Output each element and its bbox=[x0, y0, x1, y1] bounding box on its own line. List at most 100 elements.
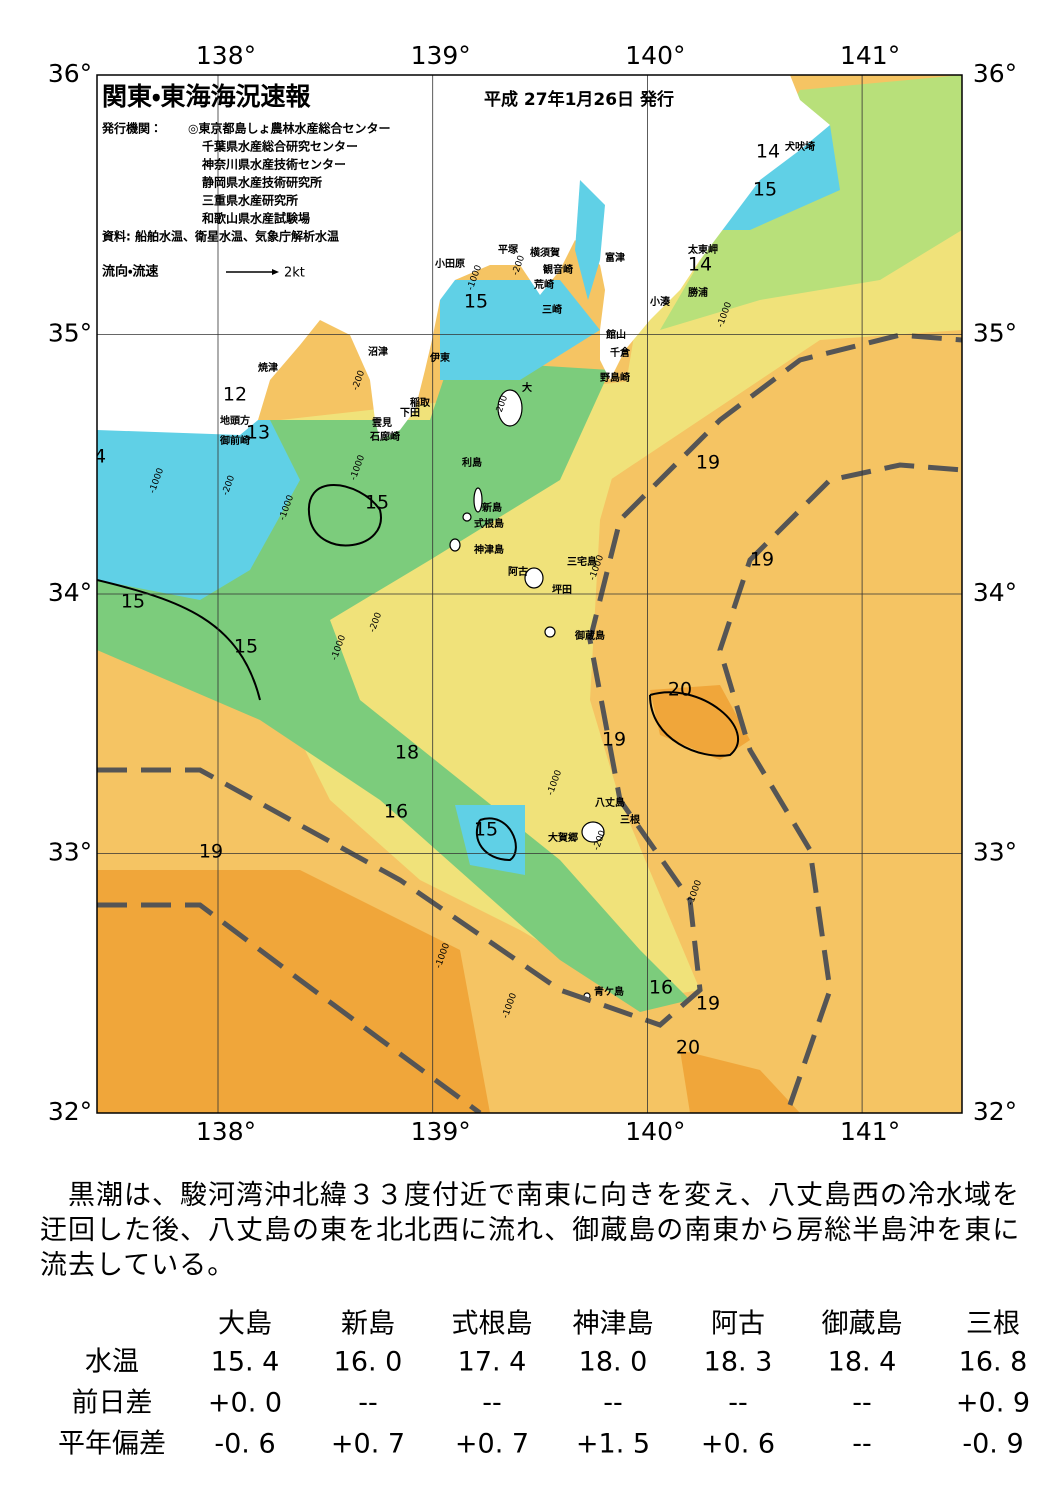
table-cell: -- bbox=[482, 1388, 502, 1419]
place-name: 荒崎 bbox=[533, 278, 554, 291]
place-name: 伊東 bbox=[429, 351, 450, 364]
table-cell: 16. 0 bbox=[334, 1347, 403, 1378]
issuer: 三重県水産研究所 bbox=[202, 193, 298, 208]
contour-label: 19 bbox=[199, 841, 223, 863]
legend-scale: 2kt bbox=[284, 266, 305, 281]
table-cell: -- bbox=[728, 1388, 748, 1419]
map-frame bbox=[96, 74, 963, 1114]
kuroshio-edge bbox=[97, 332, 962, 1028]
lon-label-top: 139° bbox=[411, 41, 471, 70]
place-name: 大 bbox=[522, 381, 532, 394]
place-name: 平塚 bbox=[498, 243, 519, 256]
summary-text: 黒潮は、駿河湾沖北緯３３度付近で南東に向きを変え、八丈島西の冷水域を迂回した後、… bbox=[40, 1180, 1021, 1281]
graticule bbox=[97, 75, 962, 1113]
column-header: 御蔵島 bbox=[822, 1309, 903, 1340]
title: 関東・東海海況速報 bbox=[102, 82, 312, 111]
legend-label: 流向・流速 bbox=[102, 264, 158, 280]
place-name: 八丈島 bbox=[595, 796, 625, 809]
place-name: 坪田 bbox=[552, 583, 572, 596]
lat-label-left: 36° bbox=[48, 59, 92, 88]
contour-label: 15 bbox=[365, 492, 389, 514]
island bbox=[524, 567, 544, 589]
place-name: 神津島 bbox=[473, 543, 504, 556]
table-cell: +0. 9 bbox=[956, 1388, 1030, 1419]
sea-hot bbox=[680, 1050, 800, 1113]
place-name: 勝浦 bbox=[688, 286, 708, 299]
lat-label-left: 32° bbox=[48, 1097, 92, 1126]
table-cell: -- bbox=[603, 1388, 623, 1419]
table-cell: 17. 4 bbox=[458, 1347, 527, 1378]
table-cell: -0. 9 bbox=[962, 1429, 1023, 1460]
sea-cold bbox=[455, 805, 525, 875]
place-name: 新島 bbox=[481, 501, 502, 514]
contour-label: 20 bbox=[676, 1037, 700, 1059]
place-name: 御前崎 bbox=[219, 434, 250, 447]
place-name: 富津 bbox=[605, 251, 625, 264]
table-cell: -- bbox=[358, 1388, 378, 1419]
contour-label: 15 bbox=[464, 291, 488, 313]
place-name: 野島崎 bbox=[600, 371, 630, 384]
table-cell: +0. 0 bbox=[208, 1388, 282, 1419]
contour-label: 19 bbox=[602, 729, 626, 751]
issue-date: 平成 27年1月26日 発行 bbox=[484, 89, 674, 110]
place-name: 太東岬 bbox=[687, 243, 718, 256]
table-cell: 16. 8 bbox=[959, 1347, 1028, 1378]
place-name: 利島 bbox=[462, 456, 482, 469]
lat-label-left: 35° bbox=[48, 319, 92, 348]
lon-label-bottom: 140° bbox=[625, 1117, 685, 1146]
column-header: 新島 bbox=[341, 1309, 395, 1340]
table-cell: 18. 4 bbox=[828, 1347, 897, 1378]
contour-label: 19 bbox=[696, 452, 720, 474]
table-cell: 18. 0 bbox=[579, 1347, 648, 1378]
contour-label: 15 bbox=[234, 636, 258, 658]
place-name: 三崎 bbox=[542, 303, 562, 316]
place-name: 下田 bbox=[400, 407, 420, 419]
lon-label-top: 138° bbox=[196, 41, 256, 70]
lon-label-bottom: 139° bbox=[411, 1117, 471, 1146]
place-name: 石廊崎 bbox=[369, 430, 400, 443]
contour-label: 4 bbox=[94, 446, 106, 468]
island bbox=[544, 626, 556, 638]
contour-label: 16 bbox=[384, 801, 408, 823]
table-cell: -- bbox=[852, 1388, 872, 1419]
table-cell: 15. 4 bbox=[211, 1347, 280, 1378]
issuer: 静岡県水産技術研究所 bbox=[202, 175, 322, 190]
contour-label: 14 bbox=[756, 141, 780, 163]
contour-label: 12 bbox=[223, 384, 247, 406]
row-header: 水温 bbox=[85, 1347, 139, 1378]
place-name: 館山 bbox=[605, 328, 626, 341]
lon-label-top: 141° bbox=[840, 41, 900, 70]
column-header: 三根 bbox=[966, 1309, 1020, 1340]
place-name: 稲取 bbox=[410, 396, 431, 409]
island bbox=[462, 512, 472, 522]
column-header: 大島 bbox=[218, 1309, 272, 1340]
lat-label-right: 34° bbox=[973, 578, 1017, 607]
map-labels: 14 15 14 12 13 15 15 15 15 19 19 20 19 18 16 15 19 16 19 20… bbox=[94, 140, 815, 1059]
lat-label-left: 33° bbox=[48, 838, 92, 867]
contour-label: 16 bbox=[649, 977, 673, 999]
place-name: 沼津 bbox=[368, 345, 388, 358]
contour-label: 20 bbox=[668, 679, 692, 701]
islands bbox=[449, 389, 605, 1000]
lon-label-bottom: 141° bbox=[840, 1117, 900, 1146]
contour-label: 18 bbox=[395, 742, 419, 764]
sea-cold bbox=[720, 125, 840, 230]
table-cell: +1. 5 bbox=[576, 1429, 650, 1460]
place-name: 地頭方 bbox=[220, 414, 250, 427]
island bbox=[473, 487, 483, 513]
contour-label: 13 bbox=[246, 422, 270, 444]
table-cell: -- bbox=[852, 1429, 872, 1460]
sea-temperature-map: 14 15 14 12 13 15 15 15 15 19 19 20 19 18 16 15 19 16 19 20… bbox=[94, 75, 962, 1113]
sea-cold bbox=[97, 420, 300, 600]
place-name: 三根 bbox=[620, 813, 641, 826]
isotherm bbox=[97, 484, 739, 862]
contour-label: 15 bbox=[121, 591, 145, 613]
column-header: 神津島 bbox=[573, 1309, 654, 1340]
island bbox=[581, 821, 605, 843]
place-name: 青ケ島 bbox=[594, 985, 624, 998]
column-header: 式根島 bbox=[452, 1309, 533, 1340]
place-name: 小湊 bbox=[649, 295, 671, 308]
